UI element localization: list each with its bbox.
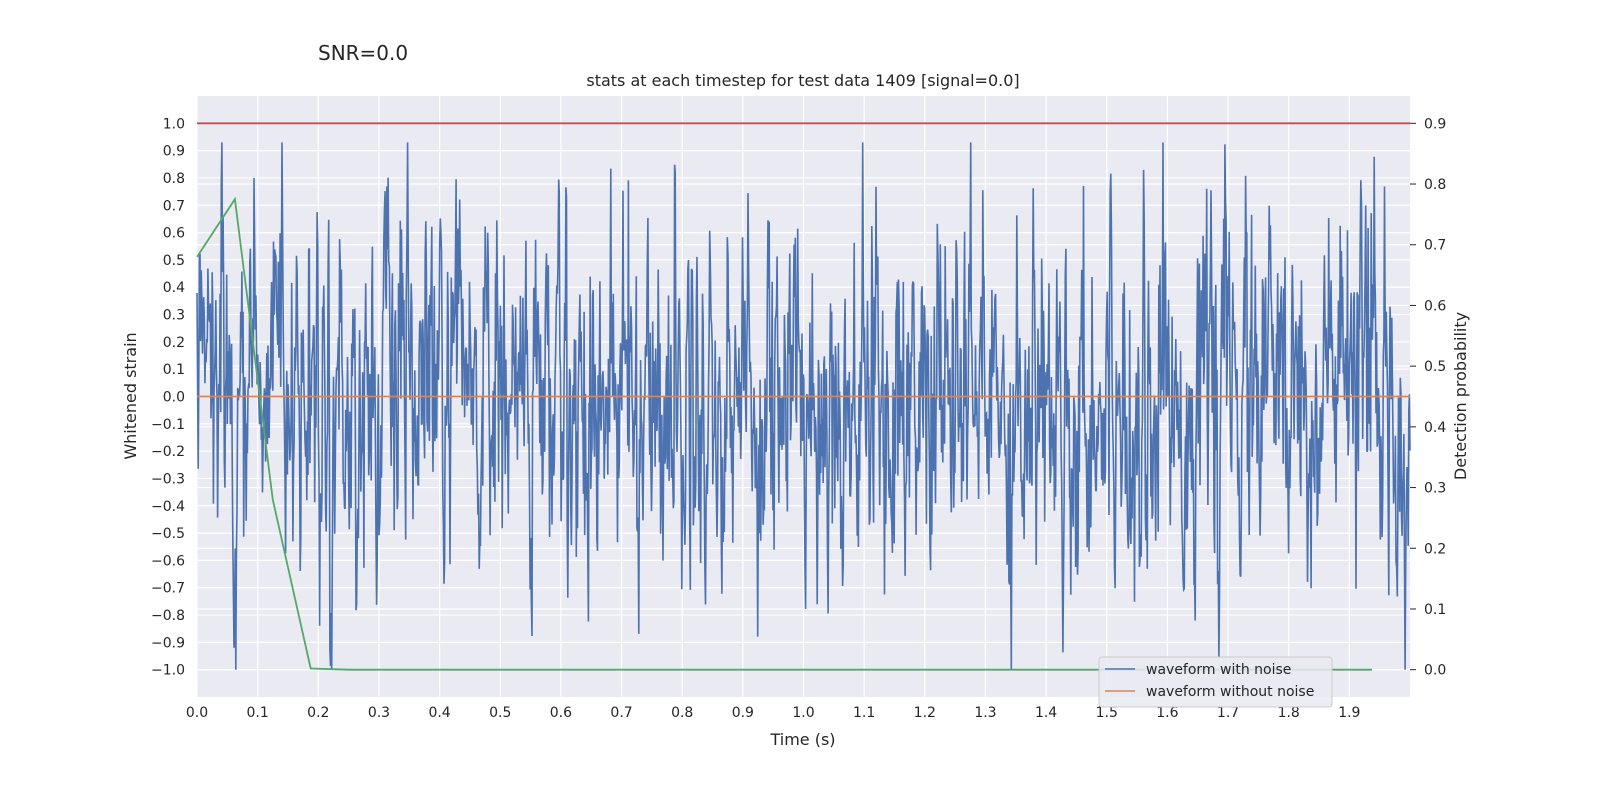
x-tick-label: 0.3 <box>368 705 390 721</box>
y-tick-label: −0.8 <box>151 608 185 624</box>
x-tick-label: 0.5 <box>489 705 511 721</box>
y-tick-label: −0.6 <box>151 553 185 569</box>
x-tick-label: 1.6 <box>1156 705 1178 721</box>
x-tick-label: 1.7 <box>1217 705 1239 721</box>
y2-tick-label: 0.5 <box>1424 359 1446 375</box>
x-tick-label: 1.2 <box>914 705 936 721</box>
y-tick-label: 0.0 <box>163 390 185 406</box>
y-tick-label: 0.8 <box>163 171 185 187</box>
y-axis-label: Whitened strain <box>121 332 140 459</box>
y2-tick-label: 0.2 <box>1424 541 1446 557</box>
chart-title: stats at each timestep for test data 140… <box>586 71 1019 90</box>
legend: waveform with noise waveform without noi… <box>1098 656 1333 708</box>
x-tick-label: 1.4 <box>1035 705 1057 721</box>
y-tick-label: 0.9 <box>163 144 185 160</box>
y-tick-label: 0.2 <box>163 335 185 351</box>
y-tick-label: −0.5 <box>151 526 185 542</box>
y2-tick-label: 0.0 <box>1424 663 1446 679</box>
y2-axis-label: Detection probability <box>1451 312 1470 480</box>
x-tick-label: 0.0 <box>186 705 208 721</box>
legend-label-clean: waveform without noise <box>1146 684 1314 700</box>
y-tick-label: 0.7 <box>163 198 185 214</box>
x-tick-label: 0.6 <box>550 705 572 721</box>
y-tick-label: 0.3 <box>163 308 185 324</box>
y2-tick-label: 0.4 <box>1424 420 1446 436</box>
x-tick-label: 1.8 <box>1278 705 1300 721</box>
y-tick-label: 0.6 <box>163 226 185 242</box>
y2-tick-label: 0.9 <box>1424 116 1446 132</box>
y-tick-label: 0.1 <box>163 362 185 378</box>
x-tick-label: 0.9 <box>732 705 754 721</box>
y2-tick-label: 0.6 <box>1424 298 1446 314</box>
y2-tick-label: 0.8 <box>1424 177 1446 193</box>
x-tick-label: 1.9 <box>1338 705 1360 721</box>
x-tick-label: 0.1 <box>247 705 269 721</box>
y-tick-label: −0.4 <box>151 499 185 515</box>
x-tick-label: 1.3 <box>974 705 996 721</box>
y2-tick-label: 0.3 <box>1424 481 1446 497</box>
y-tick-label: 1.0 <box>163 116 185 132</box>
y-tick-label: −1.0 <box>151 663 185 679</box>
legend-label-noise: waveform with noise <box>1146 662 1291 678</box>
y2-tick-label: 0.1 <box>1424 602 1446 618</box>
y-tick-label: −0.1 <box>151 417 185 433</box>
x-tick-label: 1.5 <box>1096 705 1118 721</box>
suptitle: SNR=0.0 <box>318 41 408 65</box>
x-axis-label: Time (s) <box>769 730 835 749</box>
x-ticks: 0.0 0.1 0.2 0.3 0.4 0.5 0.6 0.7 0.8 0.9 1.0 1.1 1.2 1… <box>186 705 1361 721</box>
y-tick-label: −0.9 <box>151 635 185 651</box>
x-tick-label: 1.0 <box>792 705 814 721</box>
x-tick-label: 0.8 <box>671 705 693 721</box>
x-tick-label: 0.7 <box>610 705 632 721</box>
y-tick-label: 0.4 <box>163 280 185 296</box>
y-tick-label: −0.3 <box>151 471 185 487</box>
x-tick-label: 0.4 <box>428 705 450 721</box>
y-tick-label: −0.7 <box>151 581 185 597</box>
y-tick-label: 0.5 <box>163 253 185 269</box>
x-tick-label: 0.2 <box>307 705 329 721</box>
legend-box <box>1098 656 1333 708</box>
y2-ticks: 0.9 0.8 0.7 0.6 0.5 0.4 0.3 0.2 0.1 0.0 <box>1410 116 1446 679</box>
y-tick-label: −0.2 <box>151 444 185 460</box>
y-ticks: 1.0 0.9 0.8 0.7 0.6 0.5 0.4 0.3 0.2 0.1 0.0 −0.1 −0.… <box>151 116 185 678</box>
x-tick-label: 1.1 <box>853 705 875 721</box>
y2-tick-label: 0.7 <box>1424 238 1446 254</box>
series-waveform-with-noise <box>196 142 1411 670</box>
